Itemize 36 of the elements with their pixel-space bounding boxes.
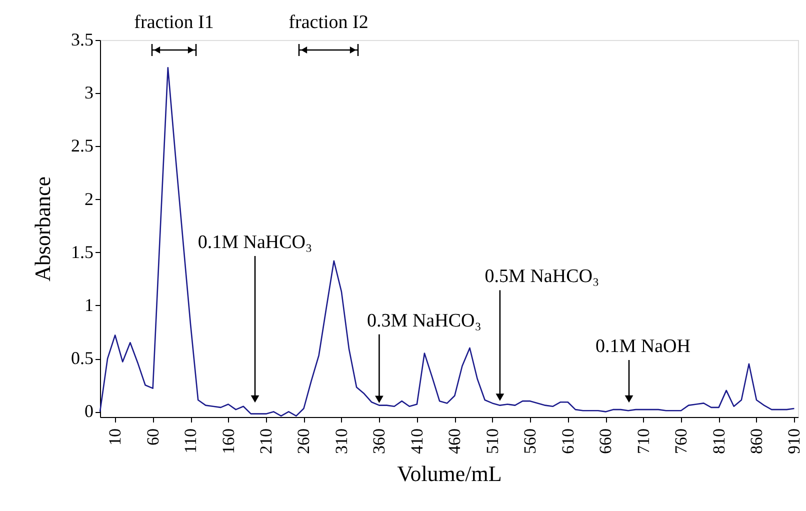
y-tick-label: 2.5 (71, 136, 94, 156)
x-tick-label: 810 (709, 428, 728, 454)
annotation: 0.5M NaHCO₃ (484, 266, 600, 288)
x-axis-title: Volume/mL (397, 461, 502, 486)
x-tick-label: 410 (407, 428, 426, 454)
x-tick-label: 760 (672, 428, 691, 454)
y-tick-label: 3 (84, 82, 94, 103)
y-axis-title: Absorbance (30, 176, 55, 282)
x-tick-label: 660 (596, 428, 616, 454)
annotation: 0.1M NaHCO₃ (198, 232, 312, 253)
x-tick-label: 360 (370, 428, 389, 454)
x-tick-label: 710 (634, 428, 653, 454)
text: fraction I2 (288, 12, 368, 33)
y-tick-label: 1 (84, 294, 94, 315)
annotation: 0.1M NaOH (596, 336, 691, 357)
x-tick-label: 560 (520, 428, 540, 454)
annotation: 0.3M NaHCO₃ (367, 310, 482, 332)
y-tick-label: 0 (84, 401, 94, 422)
x-tick-label: 860 (746, 428, 766, 454)
y-tick-label: 3.5 (71, 30, 94, 50)
x-tick-label: 460 (445, 428, 464, 454)
x-tick-label: 160 (218, 428, 238, 454)
y-tick-label: 0.5 (71, 348, 94, 368)
x-tick-label: 110 (181, 428, 200, 454)
y-tick-label: 2 (84, 188, 94, 209)
x-tick-label: 210 (256, 428, 276, 454)
y-tick-label: 1.5 (71, 242, 94, 262)
x-tick-label: 910 (784, 428, 804, 454)
text: fraction I1 (134, 12, 214, 33)
line-series (99, 66, 795, 417)
x-tick-label: 610 (558, 428, 578, 454)
x-tick-label: 10 (106, 428, 125, 446)
x-tick-label: 310 (332, 428, 351, 454)
x-tick-label: 510 (482, 428, 502, 454)
x-tick-label: 260 (294, 428, 314, 454)
x-tick-label: 60 (143, 428, 162, 446)
